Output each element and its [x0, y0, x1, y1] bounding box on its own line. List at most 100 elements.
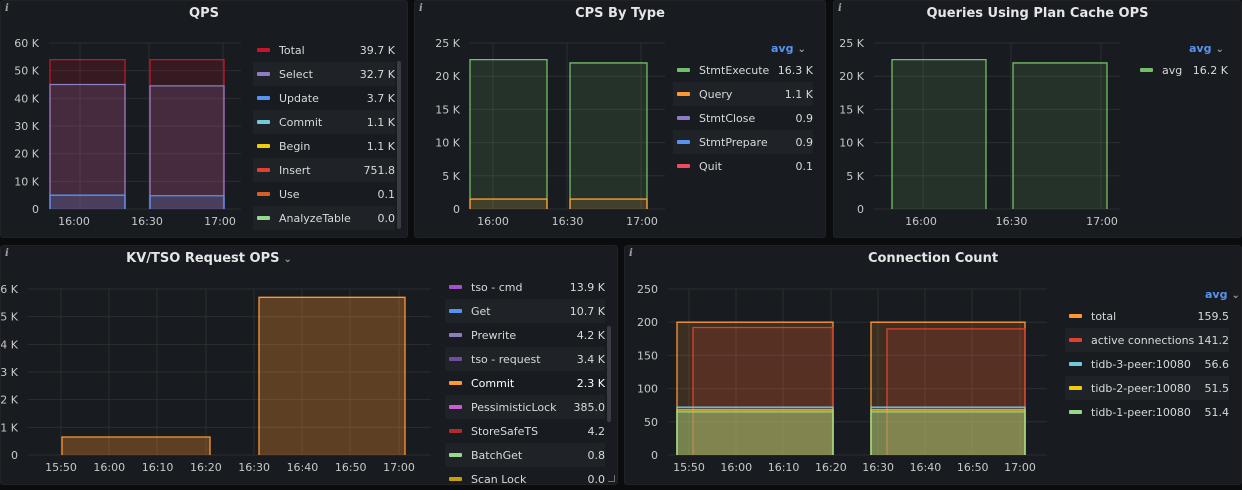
legend-item[interactable]: PessimisticLock 385.0 — [445, 395, 605, 419]
x-tick-label: 16:10 — [768, 461, 800, 474]
legend-name: Begin — [279, 139, 311, 153]
legend-scrollbar[interactable] — [607, 326, 611, 422]
series-area — [150, 85, 224, 209]
series-line — [569, 62, 648, 209]
info-icon[interactable]: i — [5, 3, 9, 14]
legend-item[interactable]: tso - request 3.4 K — [445, 347, 605, 371]
legend-swatch — [257, 120, 270, 124]
legend-item[interactable]: StmtExecute 16.3 K — [673, 58, 813, 82]
info-icon[interactable]: i — [419, 3, 423, 14]
connection-count-chart[interactable]: 0 50 100 150 200 250 15:50 16:00 16:10 16:20 16:30… — [625, 246, 1055, 485]
legend-swatch — [677, 140, 690, 144]
chevron-down-icon[interactable]: ⌄ — [283, 254, 292, 265]
series-line — [676, 411, 834, 455]
panel-title[interactable]: Queries Using Plan Cache OPS — [926, 6, 1149, 21]
legend-item[interactable]: tidb-1-peer:10080 51.4 — [1065, 400, 1229, 424]
legend-name: StmtClose — [699, 111, 756, 125]
kv-tso-chart[interactable]: 0 1 K 2 K 3 K 4 K 5 K 6 K 15:50 16:00 16:10 16:20 1… — [1, 246, 441, 485]
panel-title[interactable]: CPS By Type — [575, 6, 665, 21]
y-tick-label: 15 K — [435, 103, 460, 116]
y-tick-label: 0 — [651, 449, 658, 462]
legend-value: 51.4 — [1204, 405, 1230, 419]
resize-handle-icon[interactable] — [608, 475, 615, 482]
legend-item[interactable]: StoreSafeTS 4.2 — [445, 419, 605, 443]
panel-title[interactable]: KV/TSO Request OPS ⌄ — [1, 251, 417, 266]
avg-sort-header[interactable]: avg ⌄ — [1189, 42, 1224, 55]
legend-item[interactable]: avg 16.2 K — [1136, 58, 1228, 82]
x-tick-label: 16:30 — [131, 215, 163, 228]
legend-item[interactable]: total 159.5 — [1065, 304, 1229, 328]
series-line — [1012, 62, 1108, 209]
series-line — [149, 195, 225, 209]
legend-value: 0.0 — [587, 472, 606, 485]
chevron-down-icon: ⌄ — [1231, 290, 1240, 301]
x-tick-label: 16:30 — [238, 461, 270, 474]
legend-name: PessimisticLock — [471, 400, 557, 414]
legend-value: 51.5 — [1204, 381, 1230, 395]
legend-swatch — [449, 477, 462, 481]
plan-cache-chart[interactable]: 0 5 K 10 K 15 K 20 K 25 K 16:00 16:30 17:00 — [834, 1, 1126, 238]
legend-item[interactable]: Total 39.7 K — [253, 38, 395, 62]
info-icon[interactable]: i — [5, 248, 9, 259]
legend-item[interactable]: Begin 1.1 K — [253, 134, 395, 158]
legend-item[interactable]: BatchGet 0.8 — [445, 443, 605, 467]
y-tick-label: 0 — [32, 203, 39, 216]
kv-tso-panel[interactable]: i KV/TSO Request OPS ⌄ 0 1 K 2 K 3 K 4 K 5 K 6 … — [0, 245, 618, 485]
legend-item[interactable]: tidb-2-peer:10080 51.5 — [1065, 376, 1229, 400]
panel-title[interactable]: QPS — [189, 6, 219, 21]
legend-value: 16.3 K — [777, 63, 813, 77]
y-tick-label: 15 K — [839, 103, 864, 116]
cps-panel[interactable]: i CPS By Type 0 5 K 10 K 15 K 20 K 25 K 16:00 1… — [414, 0, 826, 238]
legend-value: 159.5 — [1197, 309, 1230, 323]
connection-count-panel[interactable]: i Connection Count 0 50 100 150 200 250 15:50 1… — [624, 245, 1242, 485]
panel-title-text: KV/TSO Request OPS — [126, 251, 280, 266]
legend-item[interactable]: Scan Lock 0.0 — [445, 467, 606, 485]
avg-sort-header[interactable]: avg ⌄ — [771, 42, 806, 55]
qps-chart[interactable]: 0 10 K 20 K 30 K 40 K 50 K 60 K 16:00 16:30 17:00 — [1, 1, 251, 238]
panel-title[interactable]: Connection Count — [867, 251, 999, 266]
y-tick-label: 2 K — [1, 394, 19, 407]
chevron-down-icon: ⌄ — [797, 44, 806, 55]
legend-swatch — [257, 168, 270, 172]
legend-value: 385.0 — [573, 400, 606, 414]
x-tick-label: 16:50 — [957, 461, 989, 474]
x-tick-label: 15:50 — [45, 461, 77, 474]
info-icon[interactable]: i — [838, 3, 842, 14]
legend-scrollbar[interactable] — [397, 61, 401, 229]
legend-name: avg — [1162, 63, 1183, 77]
legend-item[interactable]: Commit 1.1 K — [253, 110, 395, 134]
y-tick-label: 10 K — [839, 137, 864, 150]
info-icon[interactable]: i — [629, 248, 633, 259]
y-tick-label: 0 — [11, 449, 18, 462]
series-line — [692, 326, 834, 455]
legend-item[interactable]: StmtClose 0.9 — [673, 106, 813, 130]
series-area — [50, 84, 125, 209]
y-tick-label: 100 — [637, 383, 658, 396]
qps-panel[interactable]: i QPS 0 10 K 20 K 30 K 40 K 50 K 60 K 16:00 16:3… — [0, 0, 408, 238]
legend-item[interactable]: Insert 751.8 — [253, 158, 395, 182]
legend-item[interactable]: StmtPrepare 0.9 — [673, 130, 813, 154]
legend-name: Insert — [279, 163, 311, 177]
legend-item[interactable]: Get 10.7 K — [445, 299, 605, 323]
legend-name: total — [1091, 309, 1117, 323]
legend-item[interactable]: AnalyzeTable 0.0 — [253, 206, 395, 230]
legend-item[interactable]: tso - cmd 13.9 K — [445, 275, 605, 299]
legend-item[interactable]: Quit 0.1 — [673, 154, 813, 178]
legend-item[interactable]: active connections 141.2 — [1065, 328, 1229, 352]
legend-item[interactable]: Commit 2.3 K — [445, 371, 605, 395]
legend-item[interactable]: Select 32.7 K — [253, 62, 395, 86]
legend-item[interactable]: Use 0.1 — [253, 182, 395, 206]
cps-chart[interactable]: 0 5 K 10 K 15 K 20 K 25 K 16:00 16:30 17:00 — [415, 1, 670, 238]
legend-item[interactable]: Query 1.1 K — [673, 82, 813, 106]
series-line — [49, 194, 126, 209]
legend-swatch — [257, 96, 270, 100]
avg-label: avg — [1205, 288, 1228, 301]
plan-cache-panel[interactable]: i Queries Using Plan Cache OPS 0 5 K 10 K 1… — [833, 0, 1242, 238]
legend-item[interactable]: Prewrite 4.2 K — [445, 323, 605, 347]
legend-swatch — [449, 405, 462, 409]
series-area — [677, 411, 833, 455]
y-tick-label: 5 K — [1, 311, 19, 324]
legend-item[interactable]: Update 3.7 K — [253, 86, 395, 110]
legend-item[interactable]: tidb-3-peer:10080 56.6 — [1065, 352, 1229, 376]
avg-sort-header[interactable]: avg ⌄ — [1205, 288, 1240, 301]
